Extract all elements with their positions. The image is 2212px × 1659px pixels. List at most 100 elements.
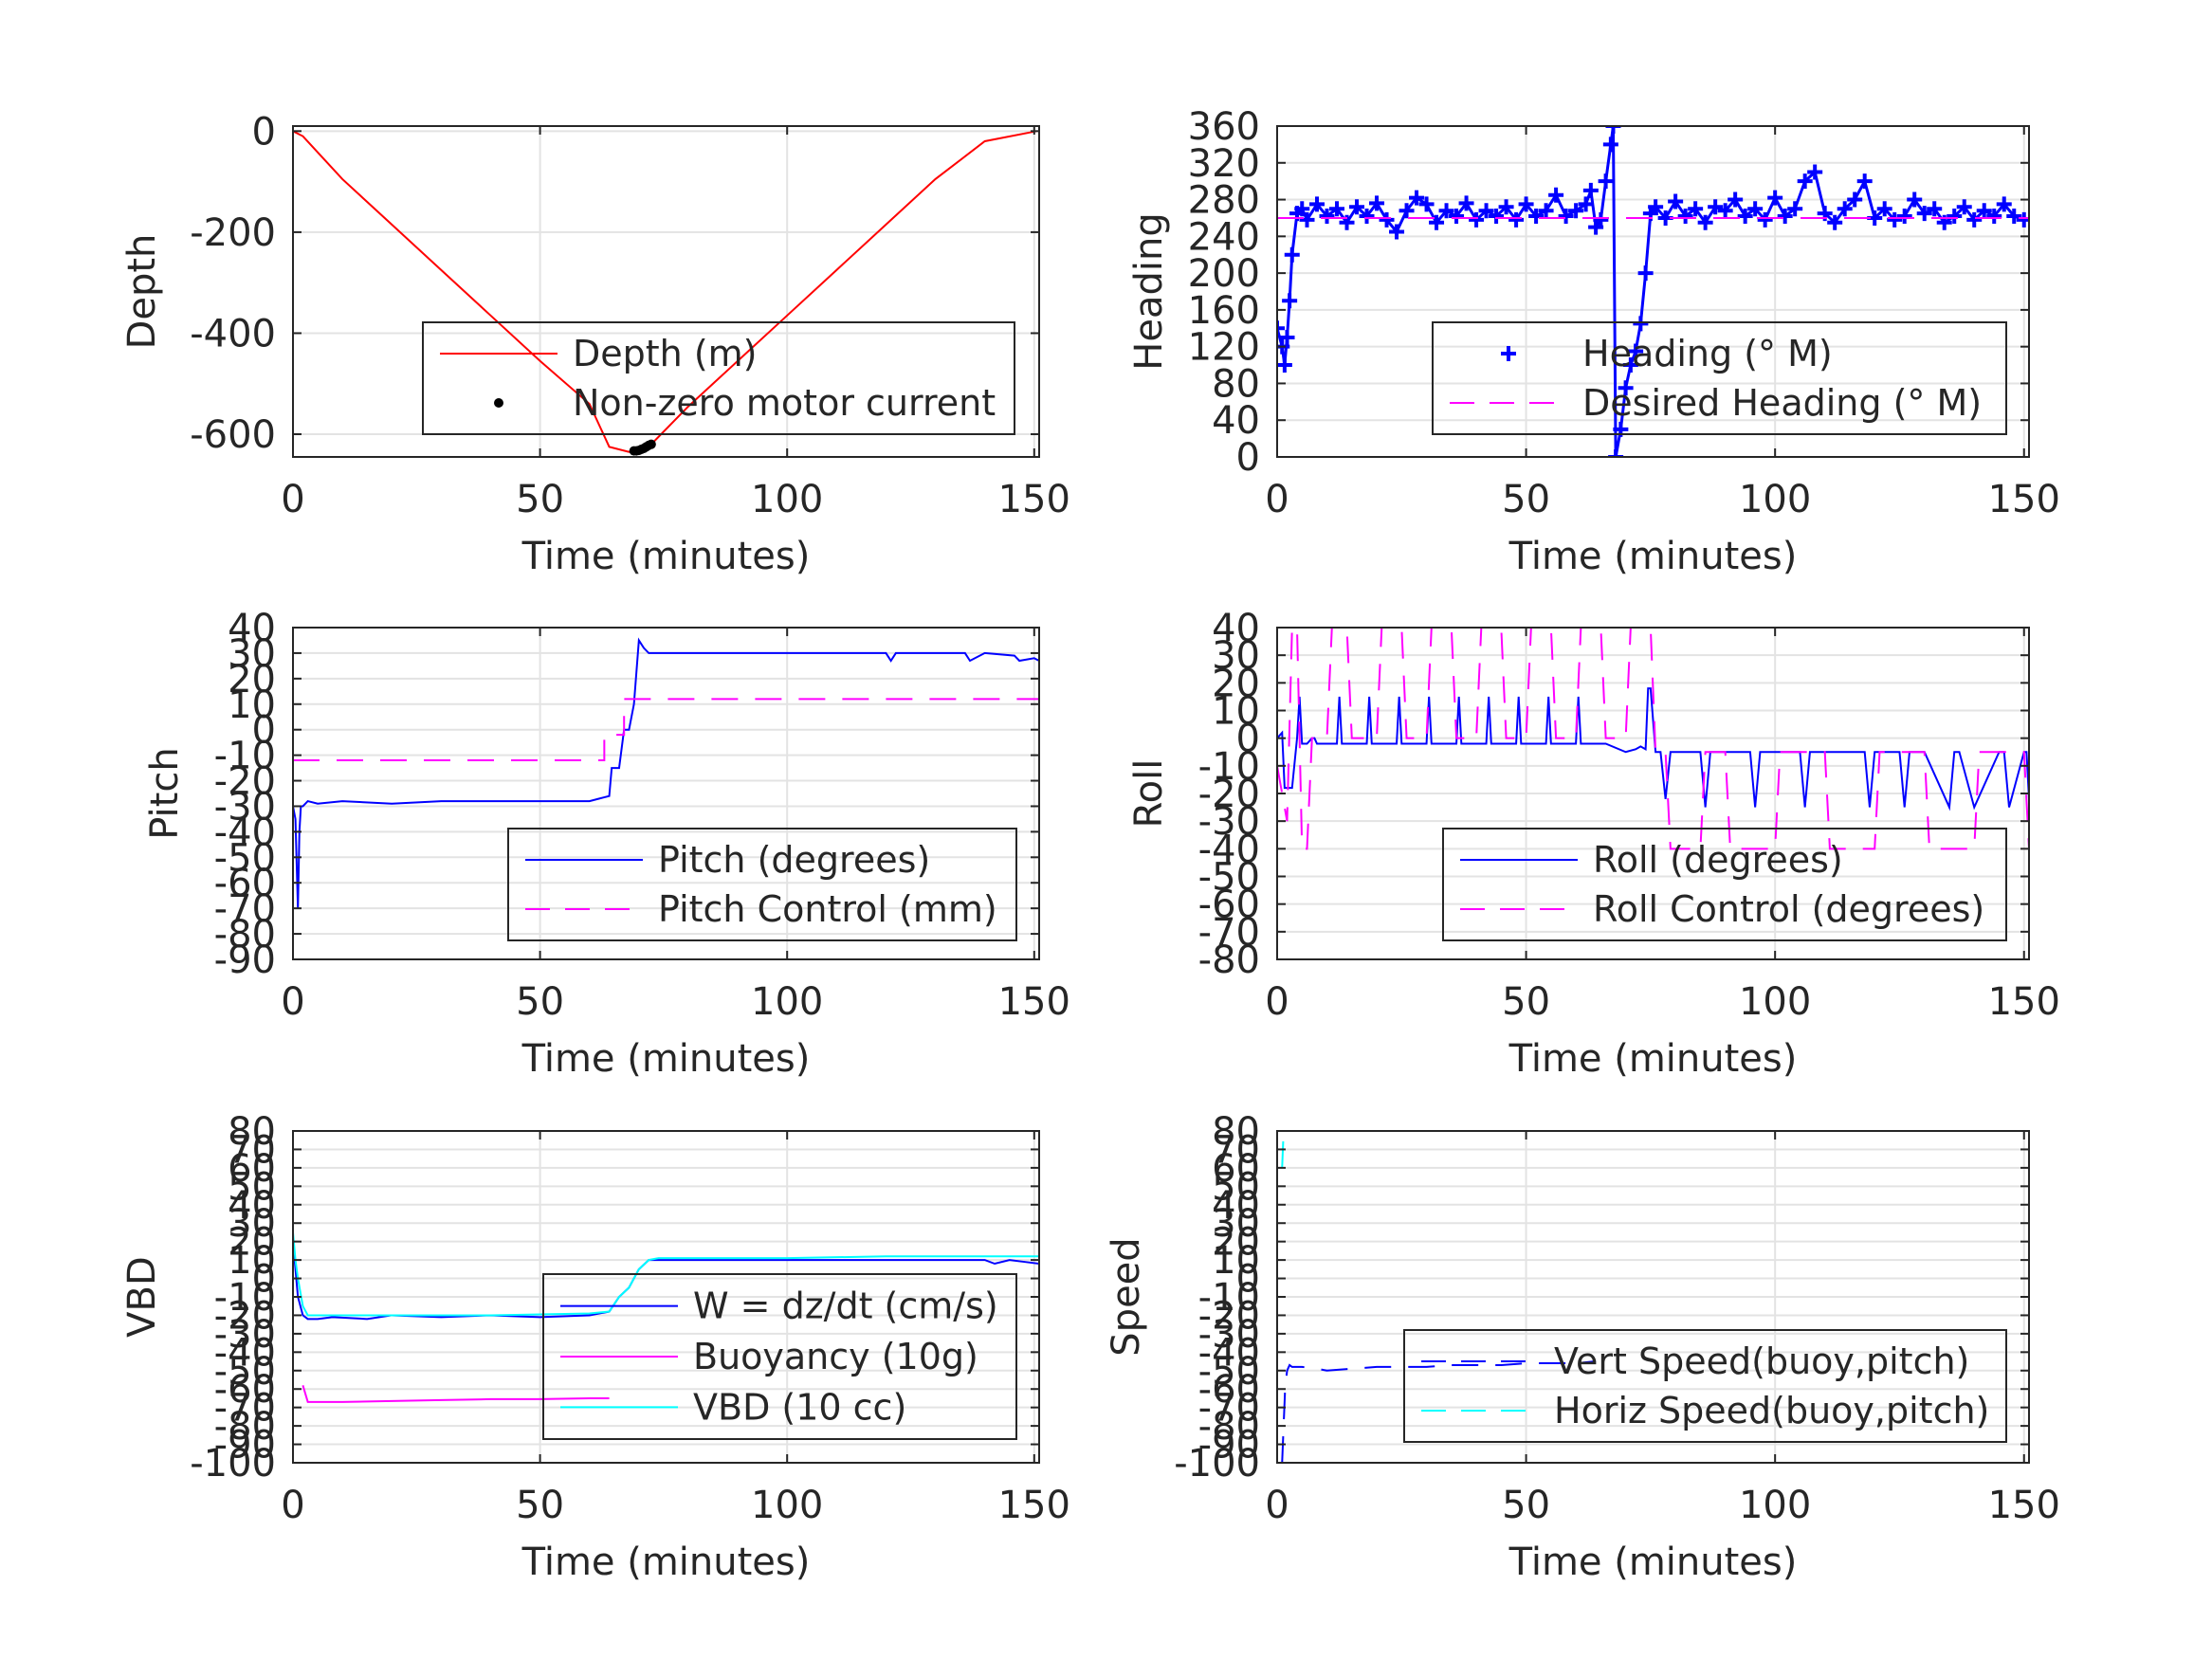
y-tick-label: 320	[1188, 142, 1260, 186]
series-heading-0-point	[1294, 201, 1310, 217]
series-heading-0-point	[1299, 211, 1315, 228]
series-speed-0-line	[1281, 1360, 1597, 1463]
y-tick-label: -90	[214, 1424, 276, 1468]
x-tick-label: 50	[1502, 980, 1550, 1024]
y-tick-label: -30	[1198, 1313, 1260, 1357]
series-heading-0-point	[1633, 316, 1649, 332]
x-tick-label: 100	[1739, 1484, 1811, 1527]
axes-box	[1276, 125, 2030, 458]
y-tick-label: -50	[1198, 1350, 1260, 1394]
legend-label: Desired Heading (° M)	[1582, 382, 1982, 424]
y-tick-label: -50	[1198, 856, 1260, 900]
y-tick-label: 120	[1188, 326, 1260, 370]
y-tick-label: 280	[1188, 179, 1260, 223]
chart-depth: 0 50 100 150 0 -200 -400 -600 Time (minutes) Dept…	[120, 110, 1070, 578]
y-tick-label: 60	[1212, 1147, 1260, 1191]
y-tick-label: -10	[214, 1276, 276, 1320]
legend-marker	[494, 398, 503, 408]
y-tick-label: -20	[1198, 1294, 1260, 1338]
y-tick-label: -20	[1198, 773, 1260, 816]
y-tick-label: 0	[252, 110, 276, 154]
series-heading-0-point	[1668, 193, 1684, 210]
x-tick-label: 0	[281, 1484, 304, 1527]
series-heading-0-point	[1309, 196, 1325, 212]
x-axis-label: Time (minutes)	[521, 1037, 811, 1081]
series-heading-0-point	[1548, 187, 1564, 203]
y-tick-label: -30	[1198, 800, 1260, 844]
chart-speed: 0 50 100 15080706050403020100-10-20-30-40-5…	[1105, 1110, 2060, 1584]
y-tick-label: 40	[228, 1184, 276, 1228]
series-heading-0-point	[1976, 203, 1992, 219]
series-heading-0-point	[1777, 209, 1793, 225]
series-heading-0-point	[1648, 199, 1664, 215]
y-tick-label: 50	[1212, 1165, 1260, 1209]
x-tick-label: 100	[1739, 980, 1811, 1024]
y-tick-label: -90	[214, 939, 276, 982]
series-heading-0-point	[1398, 203, 1415, 219]
legend-label: Pitch Control (mm)	[658, 888, 997, 930]
series-heading-0-point	[1916, 206, 1932, 222]
series-heading-0-point	[1708, 199, 1724, 215]
y-tick-label: -80	[214, 913, 276, 957]
x-tick-label: 50	[1502, 1484, 1550, 1527]
x-tick-label: 50	[516, 1484, 564, 1527]
series-heading-0-point	[1677, 209, 1693, 225]
series-heading-0-point	[1593, 211, 1609, 228]
x-axis-label: Time (minutes)	[1508, 535, 1798, 578]
series-heading-0-point	[1966, 211, 1983, 228]
plot-area	[1277, 126, 2029, 457]
legend-label: Depth (m)	[573, 333, 758, 374]
series-heading-0-point	[1602, 137, 1618, 153]
series-heading-0-point	[1927, 201, 1943, 217]
y-tick-label: 30	[1212, 634, 1260, 678]
x-tick-label: 150	[1988, 1484, 2060, 1527]
axes-box	[292, 627, 1040, 960]
y-tick-label: 30	[1212, 1202, 1260, 1246]
series-heading-0-point	[1608, 449, 1624, 457]
chart-roll: 0 50 100 150403020100-10-20-30-40-50-60-70-…	[1127, 607, 2060, 1081]
series-heading-0-point	[1538, 203, 1554, 219]
legend: Heading (° M) Desired Heading (° M)	[1432, 321, 2007, 435]
y-tick-label: -60	[1198, 884, 1260, 927]
y-tick-label: 0	[252, 709, 276, 753]
series-heading-0-point	[1622, 357, 1638, 374]
series-heading-0-point	[1438, 203, 1454, 219]
y-tick-label: -70	[1198, 911, 1260, 955]
legend-label: Heading (° M)	[1582, 333, 1833, 374]
series-heading-0-point	[1887, 211, 1903, 228]
y-tick-label: 80	[1212, 362, 1260, 406]
series-heading-0-point	[1856, 173, 1873, 190]
series-heading-0-point	[1518, 196, 1534, 212]
y-tick-label: -70	[214, 1387, 276, 1431]
series-vbd-2-line	[293, 1231, 1039, 1317]
y-tick-label: 70	[1212, 1128, 1260, 1172]
y-tick-label: 20	[1212, 662, 1260, 705]
y-tick-label: -60	[214, 862, 276, 905]
x-tick-label: 0	[1265, 1484, 1289, 1527]
y-tick-label: 0	[1236, 718, 1260, 761]
series-heading-0-point	[1717, 203, 1733, 219]
y-tick-label: -50	[214, 1350, 276, 1394]
legend-box	[422, 321, 1015, 435]
series-heading-0-point	[1767, 190, 1783, 206]
series-heading-0-point	[1956, 199, 1972, 215]
series-heading-0-point	[1369, 195, 1385, 211]
series-heading-0-point	[1379, 211, 1395, 228]
series-pitch-0-line	[293, 637, 1039, 909]
series-heading-0-point	[1277, 320, 1285, 337]
y-tick-label: -100	[1174, 1442, 1260, 1486]
x-tick-label: 100	[1739, 478, 1811, 521]
series-heading-0-point	[2016, 211, 2029, 228]
legend-label: Roll (degrees)	[1593, 839, 1843, 881]
series-heading-0-point	[1409, 190, 1425, 206]
legend-label: Vert Speed(buoy,pitch)	[1554, 1340, 1969, 1382]
y-axis-label: Pitch	[143, 747, 187, 839]
x-tick-label: 150	[1988, 478, 2060, 521]
legend: Pitch (degrees) Pitch Control (mm)	[507, 828, 1017, 941]
legend-label: Horiz Speed(buoy,pitch)	[1554, 1390, 1989, 1431]
legend-label: Non-zero motor current	[573, 382, 996, 424]
y-tick-label: 10	[1212, 1239, 1260, 1283]
y-tick-label: 30	[228, 632, 276, 676]
y-tick-label: 20	[228, 1221, 276, 1265]
y-tick-label: -400	[190, 312, 276, 356]
